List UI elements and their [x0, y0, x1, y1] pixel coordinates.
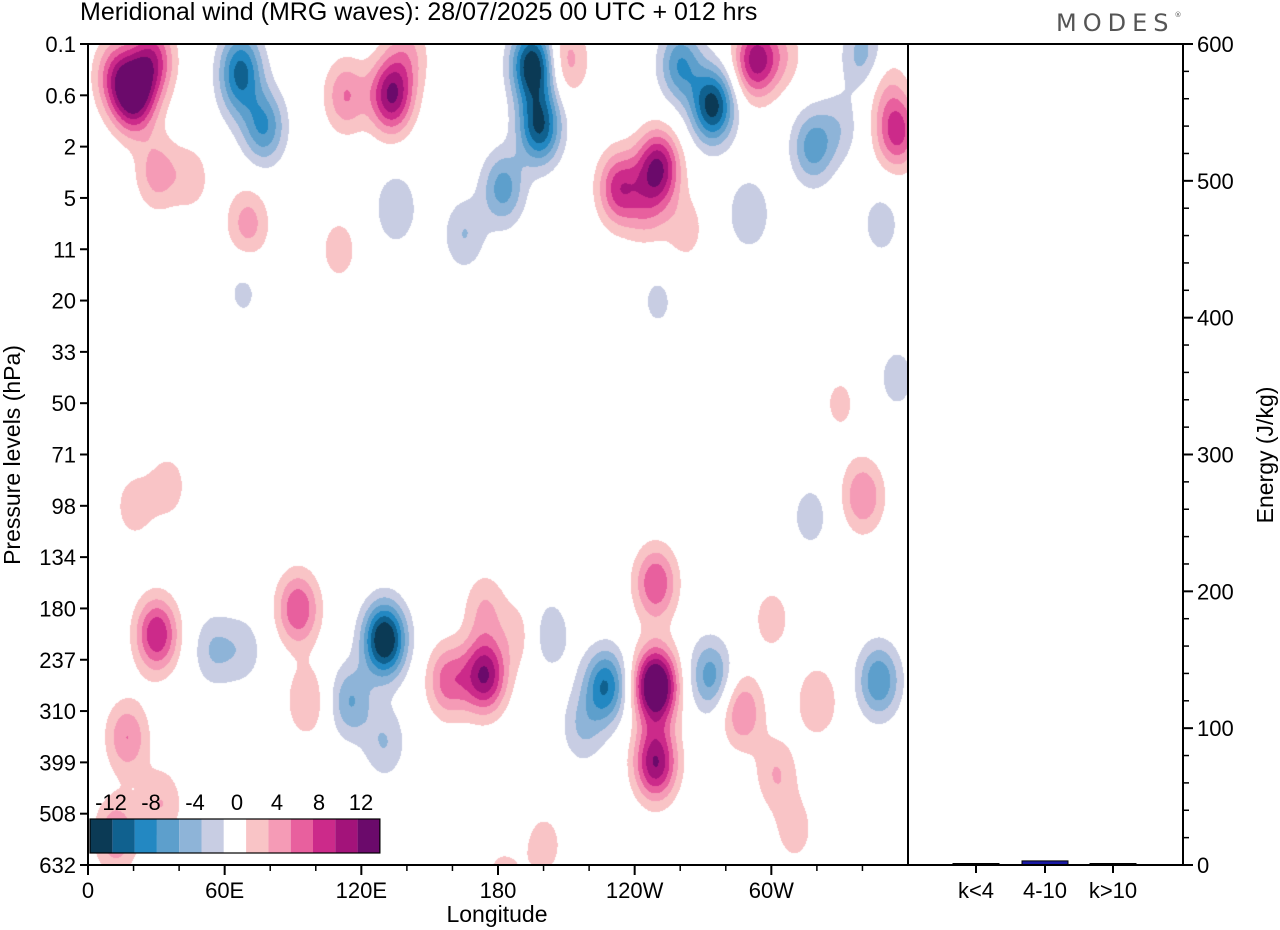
y-tick-label: 71	[52, 443, 76, 468]
x-tick-label: 60E	[205, 878, 244, 903]
y-tick-label: 2	[64, 135, 76, 160]
x-tick-label: 180	[480, 878, 517, 903]
energy-tick-label: 600	[1197, 32, 1234, 57]
logo-text: MODES	[1056, 9, 1175, 37]
y-tick-label: 237	[39, 648, 76, 673]
energy-tick-label: 0	[1197, 853, 1209, 878]
y-tick-label: 20	[52, 289, 76, 314]
y-tick-label: 399	[39, 750, 76, 775]
wind-heatmap	[88, 44, 908, 865]
energy-tick-label: 300	[1197, 443, 1234, 468]
y-tick-label: 0.1	[45, 32, 76, 57]
energy-cat-label: k<4	[958, 878, 994, 903]
colorbar-swatch	[156, 819, 180, 853]
y-tick-label: 0.6	[45, 83, 76, 108]
energy-panel-frame	[907, 43, 1184, 866]
x-tick-label: 60W	[749, 878, 794, 903]
colorbar-swatch	[246, 819, 269, 853]
x-tick-label: 0	[82, 878, 94, 903]
colorbar-swatch	[268, 819, 291, 853]
x-tick-label: 120W	[606, 878, 664, 903]
energy-tick-label: 100	[1197, 716, 1234, 741]
modes-logo: MODES®	[1056, 9, 1181, 37]
colorbar-swatch	[357, 819, 380, 853]
x-axis-title: Longitude	[446, 901, 547, 927]
colorbar-label: 12	[349, 790, 373, 815]
energy-axis-title: Energy (J/kg)	[1252, 387, 1278, 524]
y-tick-label: 180	[39, 596, 76, 621]
colorbar-label: 0	[231, 790, 243, 815]
x-tick-label: 120E	[336, 878, 387, 903]
colorbar-label: -12	[95, 790, 127, 815]
y-tick-label: 508	[39, 802, 76, 827]
energy-cat-label: 4-10	[1023, 878, 1067, 903]
colorbar-label: -8	[141, 790, 161, 815]
colorbar-label: 8	[313, 790, 325, 815]
y-tick-label: 98	[52, 494, 76, 519]
y-axis-title: Pressure levels (hPa)	[0, 345, 25, 565]
colorbar-label: 4	[271, 790, 283, 815]
y-tick-label: 134	[39, 545, 76, 570]
colorbar-frame	[89, 818, 381, 854]
y-tick-label: 50	[52, 391, 76, 416]
colorbar-swatch	[134, 819, 157, 853]
colorbar-swatch	[313, 819, 336, 853]
colorbar-swatch	[90, 819, 113, 853]
y-tick-label: 632	[39, 853, 76, 878]
chart-title: Meridional wind (MRG waves): 28/07/2025 …	[80, 0, 758, 26]
logo-mark: ®	[1174, 11, 1182, 19]
energy-tick-label: 200	[1197, 579, 1234, 604]
y-tick-label: 11	[53, 237, 76, 262]
colorbar-swatch	[112, 819, 135, 853]
energy-cat-label: k>10	[1089, 878, 1137, 903]
y-tick-label: 5	[64, 186, 76, 211]
energy-tick-label: 500	[1197, 169, 1234, 194]
colorbar-swatch	[179, 819, 202, 853]
colorbar-label: -4	[185, 790, 205, 815]
colorbar-swatch	[201, 819, 224, 853]
y-tick-label: 33	[52, 340, 76, 365]
y-tick-label: 310	[39, 699, 76, 724]
energy-tick-label: 400	[1197, 306, 1234, 331]
colorbar-swatch	[223, 819, 247, 853]
colorbar-swatch	[290, 819, 313, 853]
colorbar-swatch	[335, 819, 358, 853]
